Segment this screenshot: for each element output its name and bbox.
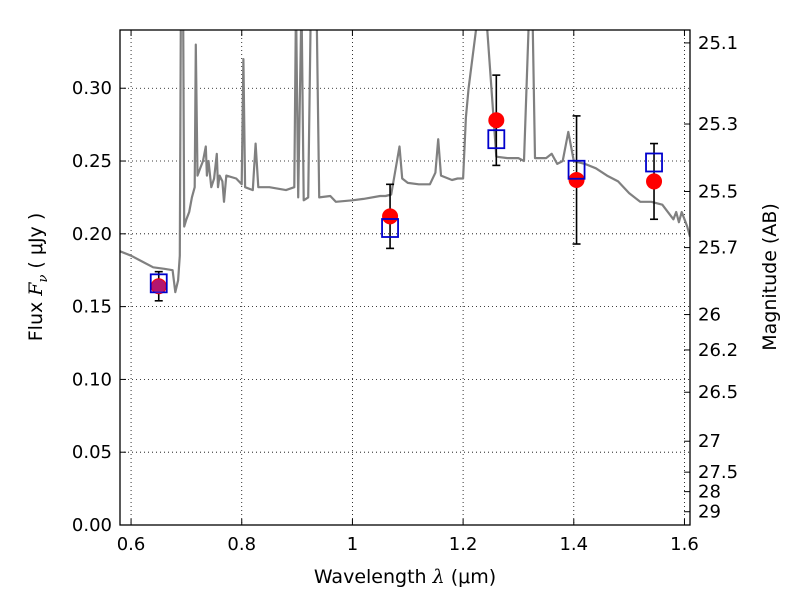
observed-point <box>382 208 399 225</box>
y2-tick-label: 26.5 <box>698 382 738 403</box>
model-photometry-points <box>149 129 663 294</box>
model-photometry-point <box>487 129 506 150</box>
y2-tick-label: 25.7 <box>698 238 738 259</box>
y-tick-label: 0.30 <box>72 78 112 99</box>
y2-tick-label: 29 <box>698 502 721 523</box>
plot-frame <box>119 29 691 526</box>
y-tick-label: 0.10 <box>72 369 112 390</box>
model-spectrum-line <box>120 30 690 294</box>
model-photometry-point <box>567 159 586 180</box>
observed-point <box>488 112 505 129</box>
x-tick-label: 1 <box>347 534 358 555</box>
y2-axis-label: Magnitude (AB) <box>759 203 781 351</box>
overlap-tint <box>151 279 166 294</box>
y2-tick-label: 25.5 <box>698 181 738 202</box>
y-tick-label: 0.20 <box>72 224 112 245</box>
y2-tick-label: 25.3 <box>698 114 738 135</box>
model-photometry-point <box>645 152 663 173</box>
y-tick-label: 0.00 <box>72 515 112 536</box>
x-tick-label: 0.6 <box>117 534 146 555</box>
y2-tick-label: 27 <box>698 431 721 452</box>
plot-area <box>120 30 690 525</box>
y2-tick-label: 28 <box>698 482 721 503</box>
y-tick-label: 0.15 <box>72 297 112 318</box>
model-photometry-point <box>381 218 399 238</box>
y2-tick-label: 25.1 <box>698 33 738 54</box>
x-tick-label: 0.8 <box>227 534 256 555</box>
y2-tick-label: 26.2 <box>698 340 738 361</box>
x-axis-label: Wavelength λ (μm) <box>314 566 496 588</box>
x-tick-label: 1.4 <box>559 534 588 555</box>
x-tick-label: 1.2 <box>449 534 478 555</box>
x-axis-ticks: 0.6 0.8 1 1.2 1.4 1.6 <box>117 30 699 555</box>
y2-tick-label: 27.5 <box>698 462 738 483</box>
x-tick-label: 1.6 <box>670 534 699 555</box>
observed-point <box>646 173 663 190</box>
y-tick-label: 0.25 <box>72 151 112 172</box>
model-spectrum <box>120 30 690 294</box>
grid <box>120 30 690 525</box>
y2-tick-label: 26 <box>698 305 721 326</box>
y-axis-label: Flux Fν ( μJy ) <box>25 213 51 342</box>
observed-point <box>568 171 585 188</box>
y-tick-label: 0.05 <box>72 442 112 463</box>
y-axis-ticks: 0.00 0.05 0.10 0.15 0.20 0.25 0.30 <box>72 78 126 536</box>
